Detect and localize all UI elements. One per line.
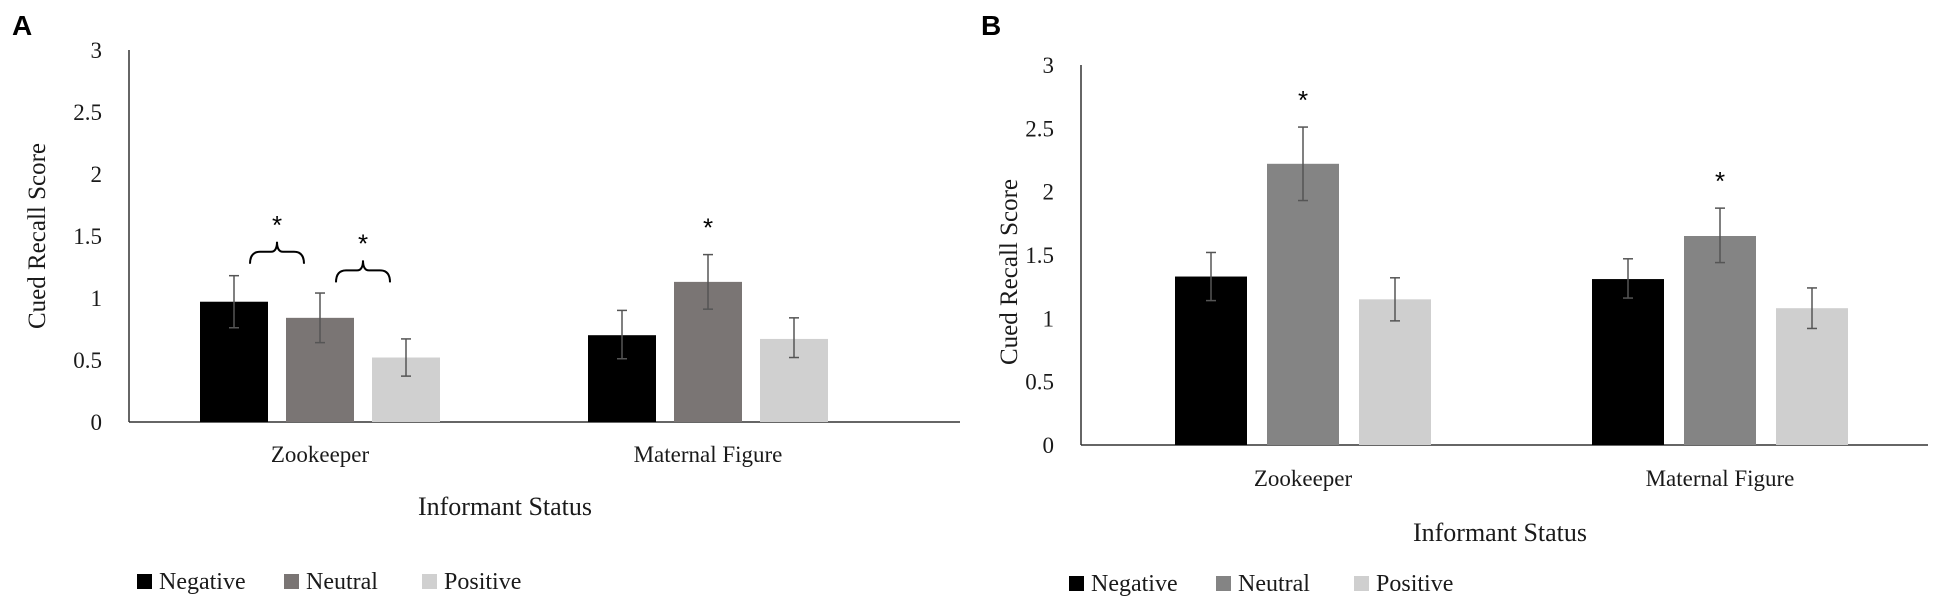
panel-a-legend-label: Positive bbox=[444, 569, 521, 595]
panel-b-bar bbox=[1684, 236, 1756, 445]
panel-b-x-axis-title: Informant Status bbox=[1413, 518, 1587, 547]
panel-letter-b: B bbox=[981, 10, 1002, 41]
panel-b-y-axis-title: Cued Recall Score bbox=[996, 179, 1023, 365]
panel-b-bar bbox=[1267, 163, 1339, 446]
panel-a-category-label: Maternal Figure bbox=[634, 442, 783, 467]
panel-a-significance-star: * bbox=[358, 228, 368, 258]
panel-b-bar bbox=[1175, 276, 1247, 445]
panel-b-y-tick-label: 2 bbox=[1043, 180, 1055, 205]
panel-b-legend-label: Neutral bbox=[1238, 571, 1310, 597]
panel-b-legend-label: Positive bbox=[1376, 571, 1453, 597]
panel-b-category-label: Zookeeper bbox=[1254, 466, 1353, 491]
panel-a-significance-bracket bbox=[249, 241, 305, 264]
panel-b-legend-swatch bbox=[1069, 576, 1084, 591]
panel-b-y-tick-label: 2.5 bbox=[1025, 116, 1054, 141]
panel-b-legend-swatch bbox=[1216, 576, 1231, 591]
panel-b-legend-swatch bbox=[1354, 576, 1369, 591]
panel-a-y-tick-label: 1.5 bbox=[73, 224, 102, 249]
panel-b-legend-label: Negative bbox=[1091, 571, 1178, 597]
panel-b-y-tick-label: 1.5 bbox=[1025, 243, 1054, 268]
panel-b-y-tick-label: 0.5 bbox=[1025, 370, 1054, 395]
panel-b-bar bbox=[1592, 279, 1664, 445]
panel-a-category-label: Zookeeper bbox=[271, 442, 370, 467]
panel-a-significance-star: * bbox=[703, 213, 713, 243]
panel-b-y-tick-label: 0 bbox=[1043, 433, 1055, 458]
panel-b-significance-star: * bbox=[1715, 166, 1725, 196]
panel-a-significance-bracket bbox=[335, 260, 391, 283]
panel-b-bar bbox=[1776, 308, 1848, 445]
panel-a-y-tick-label: 0.5 bbox=[73, 348, 102, 373]
panel-a-legend-swatch bbox=[422, 574, 437, 589]
panel-a-legend-label: Negative bbox=[159, 569, 246, 595]
panel-a-significance-star: * bbox=[272, 210, 282, 240]
panel-a-legend-swatch bbox=[284, 574, 299, 589]
panel-a-y-tick-label: 2 bbox=[91, 162, 103, 187]
panel-a-y-tick-label: 0 bbox=[91, 410, 103, 435]
panel-a-y-axis-title: Cued Recall Score bbox=[24, 143, 51, 329]
panel-a-legend-label: Neutral bbox=[306, 569, 378, 595]
panel-a-y-tick-label: 1 bbox=[91, 286, 103, 311]
panel-b-y-tick-label: 3 bbox=[1043, 53, 1055, 78]
panel-a-y-tick-label: 2.5 bbox=[73, 100, 102, 125]
panel-a-y-tick-label: 3 bbox=[91, 38, 103, 63]
panel-letter-a: A bbox=[12, 10, 33, 41]
panel-a-legend-swatch bbox=[137, 574, 152, 589]
panel-b-y-tick-label: 1 bbox=[1043, 306, 1055, 331]
panel-a-x-axis-title: Informant Status bbox=[418, 492, 592, 521]
panel-b-bar bbox=[1359, 299, 1431, 445]
panel-b-significance-star: * bbox=[1298, 85, 1308, 115]
panel-b-category-label: Maternal Figure bbox=[1646, 466, 1795, 491]
